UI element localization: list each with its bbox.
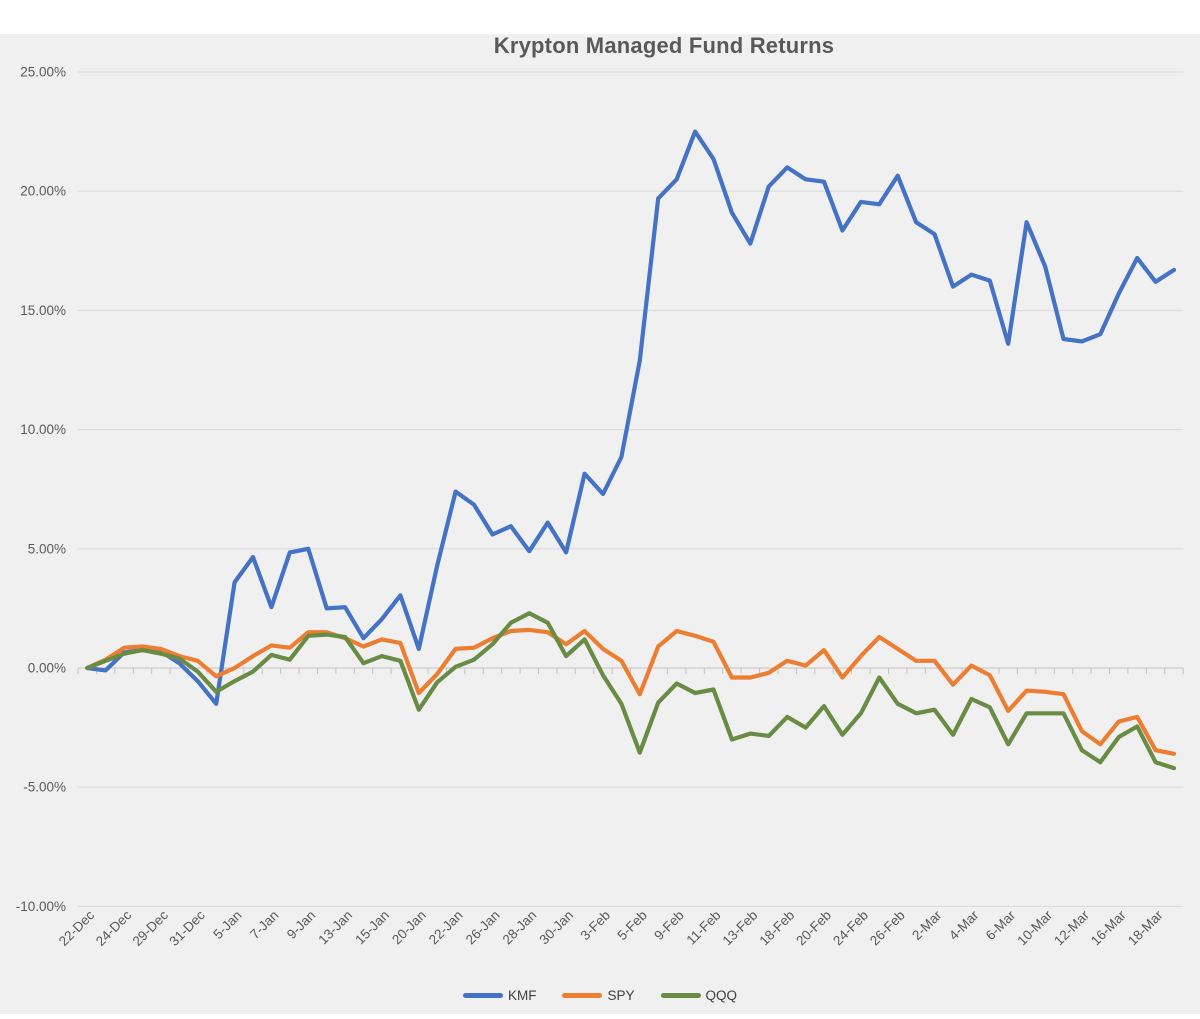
x-axis-label: 13-Jan — [315, 908, 355, 948]
y-axis-label: -5.00% — [23, 780, 66, 795]
x-axis-label: 7-Jan — [247, 908, 281, 942]
x-axis-label: 20-Jan — [389, 908, 429, 948]
x-axis-label: 18-Feb — [756, 908, 797, 949]
x-axis-label: 16-Mar — [1088, 907, 1129, 948]
chart-title[interactable]: Krypton Managed Fund Returns — [493, 33, 835, 58]
x-axis-label: 5-Jan — [210, 908, 244, 942]
legend-label-spy: SPY — [607, 988, 635, 1003]
y-axis-label: -10.00% — [16, 899, 66, 914]
x-axis-label: 22-Jan — [426, 908, 466, 948]
x-axis-label: 29-Dec — [130, 907, 172, 949]
x-axis-label: 28-Jan — [500, 908, 540, 948]
x-axis-label: 12-Mar — [1051, 907, 1092, 948]
x-axis-label: 2-Mar — [909, 907, 945, 943]
legend-item-spy[interactable]: SPY — [562, 988, 635, 1003]
x-axis-label: 20-Feb — [793, 908, 834, 949]
x-axis-label: 4-Mar — [946, 907, 982, 943]
y-axis-label: 15.00% — [20, 303, 66, 318]
x-axis-label: 30-Jan — [536, 908, 576, 948]
y-axis-label: 5.00% — [28, 541, 66, 556]
kmf-line-swatch-icon — [462, 993, 503, 998]
y-axis-label: 10.00% — [20, 422, 66, 437]
x-axis-label: 24-Feb — [830, 908, 871, 949]
x-axis-label: 3-Feb — [578, 908, 614, 944]
x-axis-label: 26-Feb — [867, 908, 908, 949]
x-axis-label: 9-Feb — [651, 908, 687, 944]
x-axis-label: 18-Mar — [1125, 907, 1166, 948]
x-axis-label: 13-Feb — [720, 908, 761, 949]
x-axis-label: 11-Feb — [683, 908, 723, 948]
series-line-spy[interactable] — [85, 627, 1177, 756]
spy-line-swatch-icon — [562, 993, 603, 998]
series-line-qqq[interactable] — [85, 611, 1177, 771]
x-axis-label: 24-Dec — [93, 907, 135, 949]
y-axis-label: 20.00% — [20, 184, 66, 199]
x-axis-label: 31-Dec — [166, 907, 208, 949]
legend-label-kmf: KMF — [507, 988, 537, 1003]
x-axis-label: 26-Jan — [463, 908, 503, 948]
x-axis-label: 5-Feb — [614, 908, 650, 944]
legend-item-qqq[interactable]: QQQ — [660, 988, 738, 1003]
chart-panel[interactable] — [0, 34, 1200, 1014]
x-axis-label: 15-Jan — [352, 908, 392, 948]
x-axis-label: 10-Mar — [1014, 907, 1055, 948]
y-axis-label: 25.00% — [20, 65, 66, 80]
legend-item-kmf[interactable]: KMF — [462, 988, 537, 1003]
x-axis-label: 9-Jan — [284, 908, 318, 942]
series-line-kmf[interactable] — [85, 129, 1177, 706]
legend-label-qqq: QQQ — [705, 988, 738, 1003]
legend: KMF SPY QQQ — [0, 988, 1200, 1003]
qqq-line-swatch-icon — [660, 993, 701, 998]
y-axis-label: 0.00% — [28, 661, 66, 676]
